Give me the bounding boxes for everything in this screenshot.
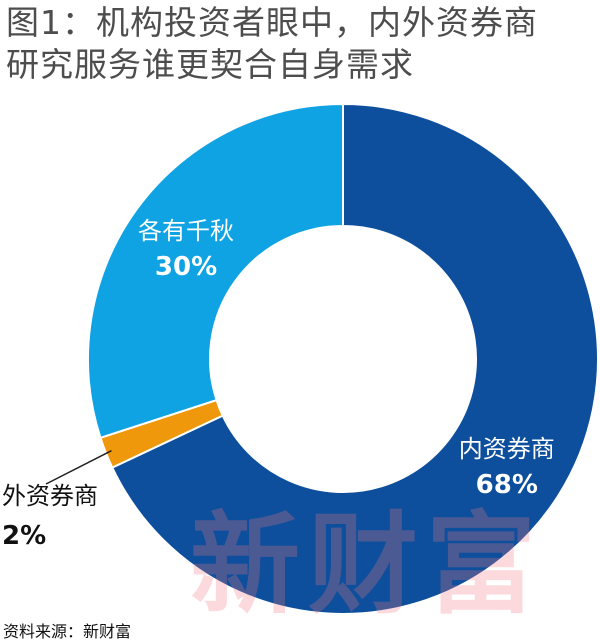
slice-2-name-label: 外资券商 bbox=[2, 482, 98, 510]
slice-2-leader-line bbox=[45, 449, 112, 485]
donut-slice-3 bbox=[87, 102, 344, 440]
slice-3-name-label: 各有千秋 bbox=[138, 217, 234, 245]
title-line-2: 研究服务谁更契合自身需求 bbox=[6, 45, 414, 84]
title-line-1: 图1：机构投资者眼中，内外资券商 bbox=[6, 3, 538, 42]
chart-title: 图1：机构投资者眼中，内外资券商 研究服务谁更契合自身需求 bbox=[6, 2, 538, 86]
source-note: 资料来源：新财富 bbox=[3, 622, 132, 641]
slice-1-value-label: 68% bbox=[476, 470, 538, 500]
donut-slice-1 bbox=[110, 102, 599, 615]
watermark: 新财富 bbox=[190, 500, 544, 629]
slice-1-name-label: 内资券商 bbox=[459, 435, 555, 463]
slice-3-value-label: 30% bbox=[155, 252, 217, 282]
slice-2-value-label: 2% bbox=[2, 521, 46, 551]
